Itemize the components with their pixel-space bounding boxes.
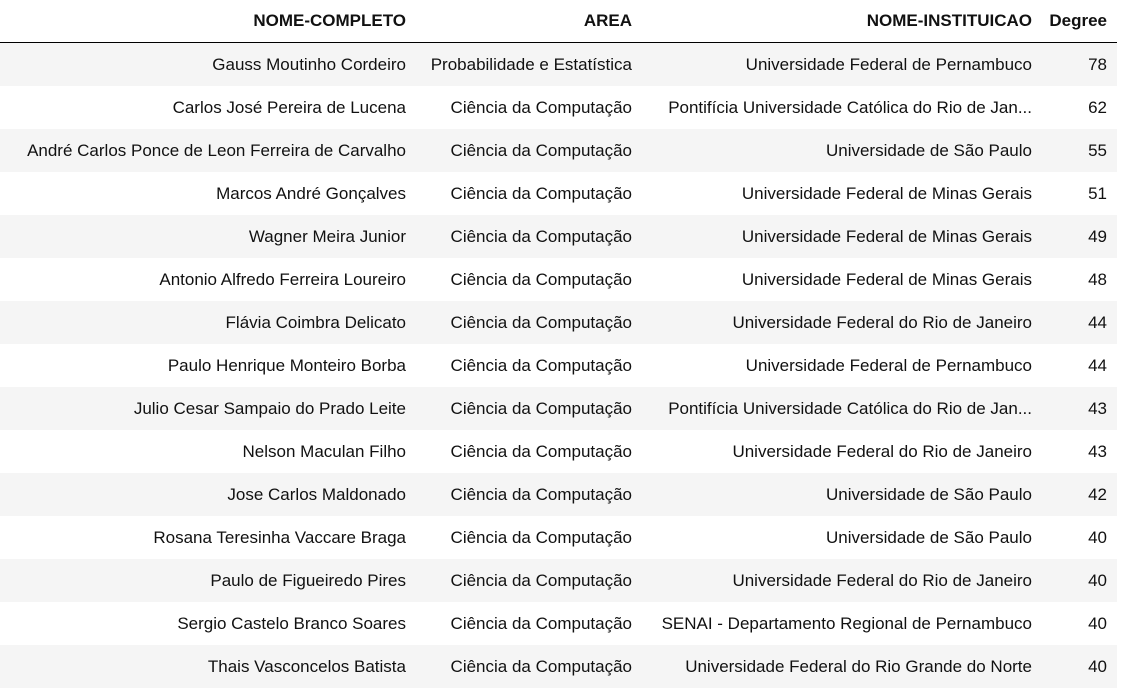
cell-nome-completo: Julio Cesar Sampaio do Prado Leite: [0, 387, 416, 430]
cell-area: Ciência da Computação: [416, 129, 642, 172]
table-row: Nelson Maculan Filho Ciência da Computaçã…: [0, 430, 1117, 473]
cell-nome-instituicao: Pontifícia Universidade Católica do Rio …: [642, 387, 1042, 430]
column-header-nome-completo: NOME-COMPLETO: [0, 0, 416, 43]
table-row: Paulo Henrique Monteiro Borba Ciência da …: [0, 344, 1117, 387]
cell-area: Ciência da Computação: [416, 344, 642, 387]
cell-area: Ciência da Computação: [416, 559, 642, 602]
header-row: NOME-COMPLETO AREA NOME-INSTITUICAO Degr…: [0, 0, 1117, 43]
table-row: Rosana Teresinha Vaccare Braga Ciência da…: [0, 516, 1117, 559]
cell-area: Ciência da Computação: [416, 602, 642, 645]
cell-degree: 43: [1042, 387, 1117, 430]
cell-degree: 40: [1042, 559, 1117, 602]
cell-degree: 43: [1042, 430, 1117, 473]
cell-area: Ciência da Computação: [416, 86, 642, 129]
cell-nome-completo: Paulo Henrique Monteiro Borba: [0, 344, 416, 387]
table-row: Carlos José Pereira de Lucena Ciência da …: [0, 86, 1117, 129]
cell-nome-completo: Antonio Alfredo Ferreira Loureiro: [0, 258, 416, 301]
cell-degree: 55: [1042, 129, 1117, 172]
cell-degree: 42: [1042, 473, 1117, 516]
cell-nome-completo: Gauss Moutinho Cordeiro: [0, 42, 416, 86]
cell-area: Ciência da Computação: [416, 172, 642, 215]
cell-degree: 49: [1042, 215, 1117, 258]
cell-area: Ciência da Computação: [416, 301, 642, 344]
cell-nome-instituicao: Universidade Federal de Pernambuco: [642, 344, 1042, 387]
cell-nome-completo: André Carlos Ponce de Leon Ferreira de C…: [0, 129, 416, 172]
table-row: Antonio Alfredo Ferreira Loureiro Ciência…: [0, 258, 1117, 301]
cell-area: Ciência da Computação: [416, 473, 642, 516]
cell-degree: 44: [1042, 301, 1117, 344]
cell-nome-instituicao: Universidade Federal de Minas Gerais: [642, 258, 1042, 301]
dataframe-table-container: NOME-COMPLETO AREA NOME-INSTITUICAO Degr…: [0, 0, 1117, 688]
table-row: Marcos André Gonçalves Ciência da Computa…: [0, 172, 1117, 215]
column-header-nome-instituicao: NOME-INSTITUICAO: [642, 0, 1042, 43]
cell-nome-instituicao: SENAI - Departamento Regional de Pernamb…: [642, 602, 1042, 645]
cell-nome-completo: Rosana Teresinha Vaccare Braga: [0, 516, 416, 559]
cell-degree: 40: [1042, 645, 1117, 688]
cell-degree: 40: [1042, 516, 1117, 559]
cell-degree: 51: [1042, 172, 1117, 215]
cell-area: Probabilidade e Estatística: [416, 42, 642, 86]
cell-nome-instituicao: Universidade Federal do Rio Grande do No…: [642, 645, 1042, 688]
cell-nome-completo: Sergio Castelo Branco Soares: [0, 602, 416, 645]
column-header-area: AREA: [416, 0, 642, 43]
table-row: André Carlos Ponce de Leon Ferreira de C…: [0, 129, 1117, 172]
cell-degree: 48: [1042, 258, 1117, 301]
column-header-degree: Degree: [1042, 0, 1117, 43]
cell-nome-completo: Nelson Maculan Filho: [0, 430, 416, 473]
cell-nome-completo: Flávia Coimbra Delicato: [0, 301, 416, 344]
table-row: Wagner Meira Junior Ciência da Computação…: [0, 215, 1117, 258]
cell-degree: 78: [1042, 42, 1117, 86]
cell-nome-instituicao: Universidade de São Paulo: [642, 516, 1042, 559]
cell-nome-instituicao: Pontifícia Universidade Católica do Rio …: [642, 86, 1042, 129]
cell-nome-instituicao: Universidade Federal do Rio de Janeiro: [642, 559, 1042, 602]
cell-nome-completo: Marcos André Gonçalves: [0, 172, 416, 215]
cell-nome-instituicao: Universidade Federal do Rio de Janeiro: [642, 301, 1042, 344]
cell-nome-instituicao: Universidade de São Paulo: [642, 129, 1042, 172]
cell-degree: 40: [1042, 602, 1117, 645]
table-row: Flávia Coimbra Delicato Ciência da Comput…: [0, 301, 1117, 344]
cell-nome-instituicao: Universidade Federal do Rio de Janeiro: [642, 430, 1042, 473]
cell-area: Ciência da Computação: [416, 645, 642, 688]
table-row: Thais Vasconcelos Batista Ciência da Comp…: [0, 645, 1117, 688]
cell-nome-completo: Paulo de Figueiredo Pires: [0, 559, 416, 602]
cell-area: Ciência da Computação: [416, 516, 642, 559]
dataframe-table: NOME-COMPLETO AREA NOME-INSTITUICAO Degr…: [0, 0, 1117, 688]
table-row: Julio Cesar Sampaio do Prado Leite Ciênci…: [0, 387, 1117, 430]
cell-area: Ciência da Computação: [416, 430, 642, 473]
cell-nome-completo: Jose Carlos Maldonado: [0, 473, 416, 516]
table-row: Sergio Castelo Branco Soares Ciência da C…: [0, 602, 1117, 645]
table-header: NOME-COMPLETO AREA NOME-INSTITUICAO Degr…: [0, 0, 1117, 43]
cell-degree: 44: [1042, 344, 1117, 387]
cell-nome-completo: Carlos José Pereira de Lucena: [0, 86, 416, 129]
cell-nome-completo: Thais Vasconcelos Batista: [0, 645, 416, 688]
cell-nome-instituicao: Universidade Federal de Minas Gerais: [642, 172, 1042, 215]
table-row: Gauss Moutinho Cordeiro Probabilidade e E…: [0, 42, 1117, 86]
cell-area: Ciência da Computação: [416, 215, 642, 258]
table-row: Paulo de Figueiredo Pires Ciência da Comp…: [0, 559, 1117, 602]
cell-degree: 62: [1042, 86, 1117, 129]
table-row: Jose Carlos Maldonado Ciência da Computaç…: [0, 473, 1117, 516]
cell-area: Ciência da Computação: [416, 258, 642, 301]
cell-nome-instituicao: Universidade Federal de Minas Gerais: [642, 215, 1042, 258]
cell-nome-instituicao: Universidade Federal de Pernambuco: [642, 42, 1042, 86]
cell-nome-completo: Wagner Meira Junior: [0, 215, 416, 258]
cell-nome-instituicao: Universidade de São Paulo: [642, 473, 1042, 516]
table-body: Gauss Moutinho Cordeiro Probabilidade e E…: [0, 42, 1117, 688]
cell-area: Ciência da Computação: [416, 387, 642, 430]
